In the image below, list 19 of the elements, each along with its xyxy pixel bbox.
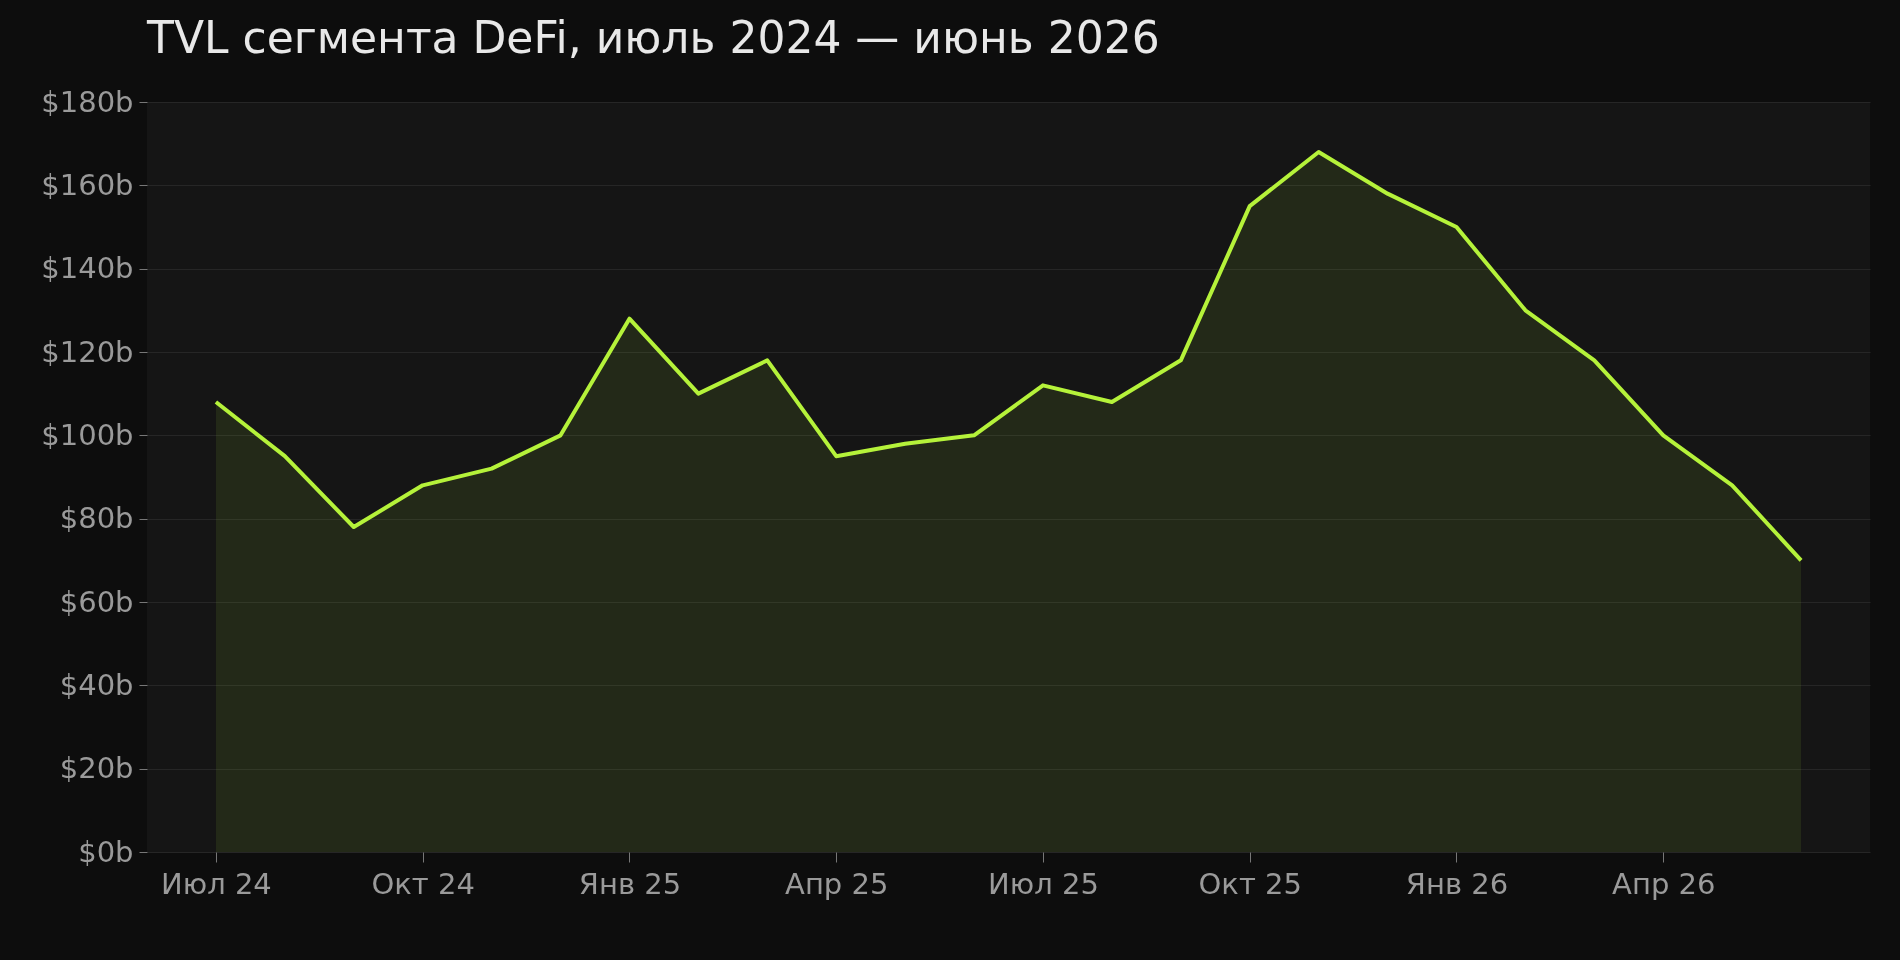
y-tick-label: $160b [41, 167, 134, 202]
y-tick-label: $40b [59, 667, 134, 702]
x-tick-label: Окт 25 [1198, 866, 1302, 901]
y-tick-label: $120b [41, 334, 134, 369]
y-tick-label: $0b [78, 834, 134, 869]
y-tick-label: $80b [59, 501, 134, 536]
y-tick-label: $60b [59, 584, 134, 619]
x-tick-label: Янв 25 [578, 866, 682, 901]
chart-title: TVL сегмента DeFi, июль 2024 — июнь 2026 [146, 12, 1160, 63]
x-tick-label: Апр 25 [785, 866, 889, 901]
x-tick-label: Июл 25 [988, 866, 1099, 901]
x-tick-label: Окт 24 [371, 866, 475, 901]
y-tick-label: $180b [41, 84, 134, 119]
y-tick-label: $20b [59, 751, 134, 786]
x-tick-label: Июл 24 [161, 866, 272, 901]
x-tick-label: Янв 26 [1405, 866, 1509, 901]
x-tick-label: Апр 26 [1612, 866, 1716, 901]
y-tick-label: $100b [41, 417, 134, 452]
y-tick-label: $140b [41, 251, 134, 286]
